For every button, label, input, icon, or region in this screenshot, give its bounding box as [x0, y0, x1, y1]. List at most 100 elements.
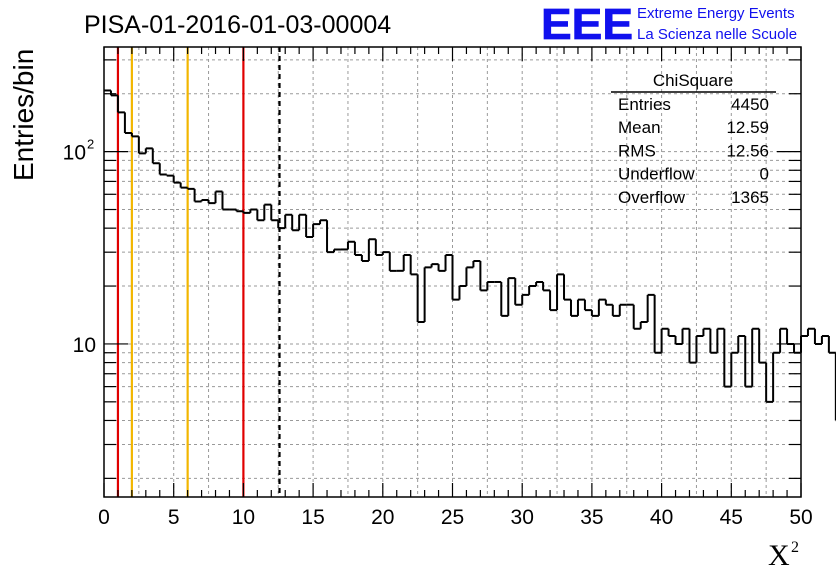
threshold-lines [116, 47, 281, 497]
histogram-bin [193, 188, 202, 203]
histogram-bin [730, 351, 739, 387]
histogram-bin [604, 299, 613, 306]
x-tick-label: 35 [580, 506, 603, 529]
histogram-bin [542, 281, 551, 292]
histogram-bin [800, 334, 808, 353]
histogram-bin [820, 334, 829, 344]
y-tick-label-exponent: 2 [87, 137, 94, 152]
stats-row: RMS 12.56 [618, 141, 769, 160]
y-axis-title: Entries/bin [8, 49, 39, 181]
histogram-bin [263, 203, 272, 221]
histogram-bin [688, 328, 697, 364]
histogram-bin [388, 252, 397, 272]
histogram-bin [423, 266, 432, 323]
stats-row: Underflow 0 [618, 165, 769, 184]
histogram-bin [200, 199, 209, 202]
histogram-bin [597, 298, 606, 316]
histogram-bin [618, 303, 627, 316]
stats-row-value: 12.59 [726, 118, 769, 137]
histogram-bin [326, 220, 335, 254]
histogram-bin [451, 255, 460, 301]
histogram-bin [298, 213, 307, 231]
histogram-bin [646, 293, 655, 323]
histogram-bin [765, 362, 774, 403]
axes [103, 46, 802, 498]
stats-row-label: Overflow [618, 188, 686, 207]
histogram-bin [367, 238, 376, 261]
histogram-bin [402, 254, 411, 271]
histogram-bin [165, 174, 174, 177]
histogram-bin [786, 328, 795, 345]
histogram-bin [576, 298, 585, 316]
histogram-bin [479, 260, 488, 292]
histogram-bin [130, 132, 139, 138]
histogram-bin [430, 263, 439, 268]
y-tick-label: 10 2 [63, 137, 95, 165]
histogram-bin [207, 200, 216, 205]
histogram-bin [549, 290, 558, 312]
logo-line-1: Extreme Energy Events [637, 5, 795, 22]
histogram-bin [583, 299, 592, 312]
histogram-bin [444, 254, 453, 271]
histogram-bin [569, 299, 578, 317]
x-tick-label: 40 [650, 506, 673, 529]
x-axis-title-base: X [768, 539, 790, 572]
histogram-bin [270, 204, 279, 222]
x-tick-label: 10 [232, 506, 255, 529]
x-tick-label: 5 [168, 506, 180, 529]
stats-row-label: RMS [618, 141, 656, 160]
histogram-bin [235, 209, 244, 213]
histogram-bin [681, 327, 690, 344]
logo-line-2: La Scienza nelle Scuole [637, 26, 797, 43]
x-tick-label: 25 [441, 506, 464, 529]
histogram-bin [674, 335, 683, 345]
histogram-bin [709, 328, 718, 354]
histogram-bin [137, 136, 146, 155]
histogram-bin [374, 239, 383, 257]
histogram-bin [639, 321, 648, 329]
histogram-bin [563, 274, 571, 301]
stats-row-label: Underflow [618, 165, 695, 184]
histogram-bin [305, 214, 314, 238]
histogram-bin [312, 223, 321, 237]
histogram-bin [758, 328, 767, 364]
chart-title: PISA-01-2016-01-03-00004 [84, 11, 391, 39]
stats-row-value: 4450 [731, 95, 769, 114]
histogram-bin [779, 327, 788, 353]
histogram-bin [346, 240, 355, 250]
stats-row: Entries 4450 [618, 95, 769, 114]
stats-box: ChiSquare Entries 4450 Mean 12.59 RMS 12.56 Un… [611, 71, 776, 207]
x-tick-labels: 0 5 10 15 20 25 30 35 40 45 50 [98, 506, 813, 529]
histogram-bin [123, 112, 132, 134]
x-axis-title-exponent: 2 [791, 539, 799, 556]
histogram-bin [744, 335, 753, 388]
histogram-bin [144, 147, 153, 154]
histogram-bin [472, 259, 481, 268]
stats-row-value: 12.56 [726, 141, 769, 160]
histogram-bin [611, 304, 620, 317]
histogram-bin [458, 285, 467, 300]
histogram-bin [486, 280, 495, 291]
stats-row-label: Entries [618, 95, 671, 114]
logo-mark: EEE [541, 0, 633, 49]
histogram-bin [291, 214, 300, 232]
histogram-bin [793, 343, 801, 354]
histogram-bin [333, 248, 341, 253]
histogram-bin [416, 274, 425, 324]
histogram-bin [702, 327, 711, 336]
histogram-bin [319, 219, 328, 225]
histogram-bin [751, 327, 760, 387]
histogram-bin [221, 191, 230, 211]
histogram-bin [507, 277, 516, 316]
histogram-bin [521, 293, 530, 305]
histogram-bin [806, 327, 815, 336]
histogram-bin [151, 148, 160, 165]
histogram-bin [535, 280, 544, 287]
histogram-bin [256, 209, 265, 222]
x-tick-label: 15 [301, 506, 324, 529]
histogram-bin [632, 304, 641, 330]
eee-logo: EEE Extreme Energy Events La Scienza nel… [541, 0, 798, 49]
histogram-bin [737, 334, 746, 353]
